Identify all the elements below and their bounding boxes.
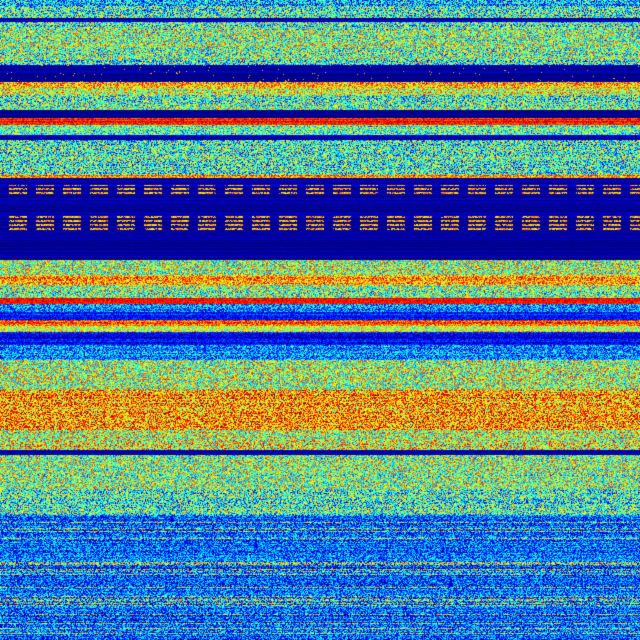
spectrogram-waterfall-image (0, 0, 640, 640)
